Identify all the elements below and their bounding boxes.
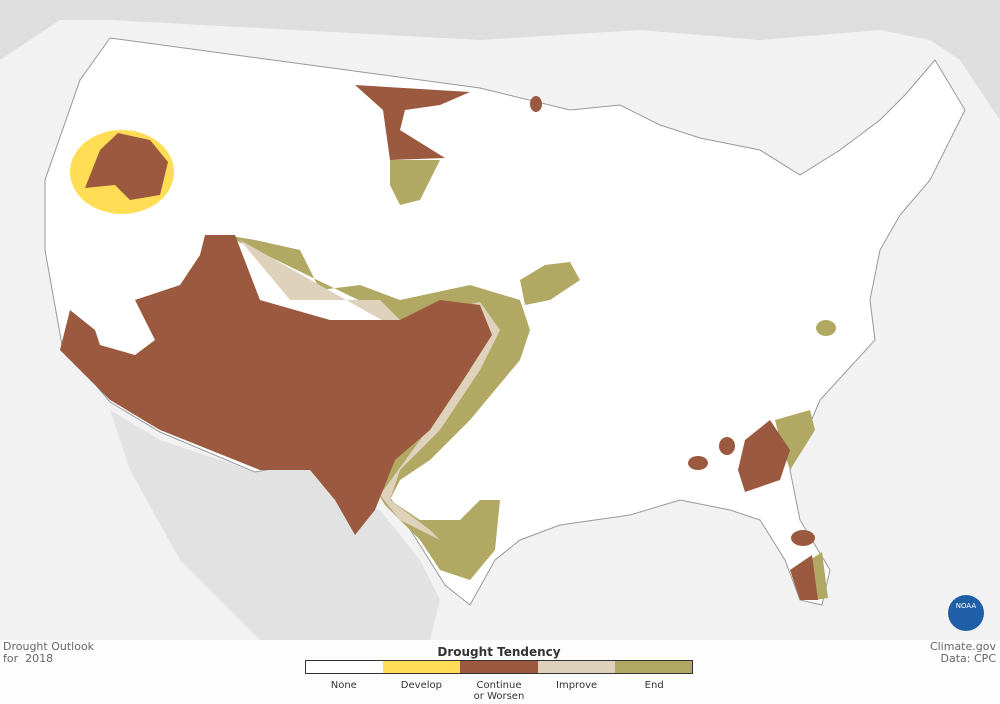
period: for 2018 [3,652,54,665]
noaa-logo [948,595,984,631]
legend-bar [305,660,693,674]
legend-swatch [460,661,538,673]
end-area [816,320,836,336]
map: NOAA [0,0,1000,640]
legend-label: End [644,680,664,691]
legend-label: None [330,680,357,691]
legend-label: Continue or Worsen [473,680,525,702]
continue-area [688,456,708,470]
legend-swatch [614,661,693,673]
continue-area [355,85,470,160]
legend-swatch [537,661,615,673]
legend-label: Develop [400,680,442,691]
continue-area [60,235,492,535]
logo-text: NOAA [956,602,977,610]
canada [0,0,1000,120]
continue-area [85,133,168,200]
legend-label: Improve [556,680,598,691]
title: Drought Outlook [3,640,95,653]
continue-area [790,555,818,600]
legend-title: Drought Tendency [437,645,561,659]
legend-swatch [306,661,384,673]
site: Climate.gov [929,640,996,653]
end-area [390,160,440,205]
mexico [110,410,440,640]
source: Data: CPC [940,652,996,665]
continue-area [738,420,790,492]
end-area [520,262,580,305]
continue-area [791,530,815,546]
continue-area [530,96,542,112]
legend-labels: None Develop Continue or Worsen Improve End [305,680,693,702]
continue-area [719,437,735,455]
legend-swatch [383,661,461,673]
